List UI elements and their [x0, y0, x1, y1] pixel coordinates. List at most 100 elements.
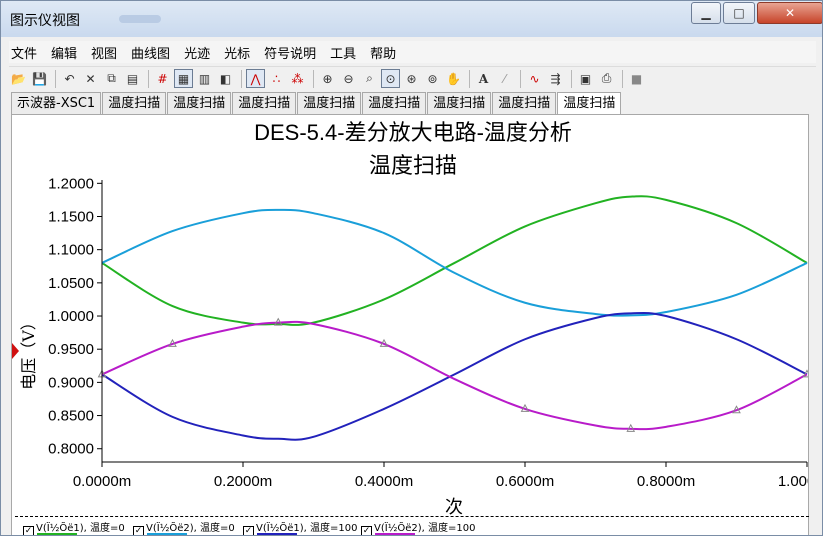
y-tick-label: 0.8500 [48, 408, 94, 425]
legend-checkbox[interactable]: ✓ [133, 526, 144, 536]
tab-temperature-sweep[interactable]: 温度扫描 [362, 92, 427, 114]
grid-icon[interactable]: # [157, 71, 168, 86]
save-icon[interactable]: 💾 [32, 71, 47, 86]
tab-temperature-sweep[interactable]: 温度扫描 [297, 92, 362, 114]
menu-legend[interactable]: 符号说明 [264, 46, 317, 62]
marker-icon[interactable]: ∴ [272, 71, 281, 86]
legend-item[interactable]: ✓ V(Ï½Õë2), 温度=100 [361, 519, 476, 536]
undo-icon[interactable]: ↶ [64, 71, 75, 86]
menu-tools[interactable]: 工具 [330, 46, 357, 62]
y-tick-label: 0.9500 [48, 341, 94, 358]
window-icon[interactable]: ◧ [219, 71, 232, 86]
zoom-area-icon[interactable]: ⌕ [366, 71, 373, 85]
menu-edit[interactable]: 编辑 [51, 46, 78, 62]
series-marker [273, 317, 283, 326]
series-lines [101, 195, 808, 441]
series-markers [97, 317, 808, 432]
stop-icon[interactable]: ■ [630, 71, 643, 86]
tab-temperature-sweep[interactable]: 温度扫描 [492, 92, 557, 114]
legend-checkbox[interactable]: ✓ [361, 526, 372, 536]
x-tick-label: 1.0000m [778, 473, 809, 490]
series-line-3 [101, 311, 808, 441]
annotation-icon[interactable]: ⁄ [503, 71, 506, 86]
text-icon[interactable]: A [478, 71, 489, 86]
y-axis-ticks: 1.2000 1.1500 1.1000 1.0500 1.0000 0.9500 0.90… [48, 175, 102, 458]
y-tick-label: 0.9000 [48, 374, 94, 391]
legend-label: V(Ï½Õë1), 温度=100 [256, 523, 358, 534]
cut-icon[interactable]: ✕ [85, 71, 96, 86]
series-line-1 [101, 195, 808, 326]
zoom-in-icon[interactable]: ⊕ [322, 71, 333, 86]
legend-checkbox[interactable]: ✓ [23, 526, 34, 536]
series-marker [802, 369, 808, 378]
legend-swatch [257, 533, 297, 535]
legend-checkbox[interactable]: ✓ [243, 526, 254, 536]
points-icon[interactable]: ⁂ [291, 71, 304, 86]
toolbar-separator [520, 69, 521, 88]
title-decoration [119, 15, 161, 23]
tab-temperature-sweep[interactable]: 温度扫描 [232, 92, 297, 114]
zoom-fit-icon[interactable]: ⊙ [381, 69, 400, 88]
menu-view[interactable]: 视图 [91, 46, 118, 62]
cursor-icon[interactable]: ⋀ [246, 69, 265, 88]
tab-temperature-sweep[interactable]: 温度扫描 [167, 92, 232, 114]
menu-help[interactable]: 帮助 [370, 46, 397, 62]
trace-icon[interactable]: ∿ [529, 71, 540, 86]
x-tick-label: 0.6000m [496, 473, 554, 490]
series-line-4 [101, 320, 808, 431]
y-tick-label: 0.8000 [48, 441, 94, 458]
legend-label: V(Ï½Õë1), 温度=0 [36, 523, 125, 534]
menu-cursor[interactable]: 光标 [224, 46, 251, 62]
menu-trace[interactable]: 光迹 [184, 46, 211, 62]
legend-item[interactable]: ✓ V(Ï½Õë2), 温度=0 [133, 519, 235, 536]
copy-icon[interactable]: ⧉ [107, 71, 116, 85]
toolbar-separator [55, 69, 56, 88]
y-tick-label: 1.2000 [48, 175, 94, 192]
minimize-button[interactable]: ▁ [691, 2, 721, 24]
plot-area[interactable]: 1.2000 1.1500 1.1000 1.0500 1.0000 0.9500 0.90… [11, 114, 809, 535]
properties-icon[interactable]: ▣ [579, 71, 592, 86]
y-tick-label: 1.0000 [48, 308, 94, 325]
chart-title: DES-5.4-差分放大电路-温度分析 [254, 120, 572, 145]
legend-swatch [147, 533, 187, 535]
paste-icon[interactable]: ▤ [126, 71, 139, 86]
legend-swatch [37, 533, 77, 535]
y-tick-label: 1.1000 [48, 242, 94, 259]
tab-temperature-sweep-active[interactable]: 温度扫描 [557, 92, 622, 115]
menu-bar: 文件 编辑 视图 曲线图 光迹 光标 符号说明 工具 帮助 [9, 41, 816, 63]
x-tick-label: 0.2000m [214, 473, 272, 490]
y-tick-label: 1.0500 [48, 275, 94, 292]
legend-label: V(Ï½Õë2), 温度=100 [374, 523, 476, 534]
toolbar-separator [469, 69, 470, 88]
legend-item[interactable]: ✓ V(Ï½Õë1), 温度=100 [243, 519, 358, 536]
chart-icon[interactable]: ▥ [198, 71, 211, 86]
toolbar-separator [241, 69, 242, 88]
close-button[interactable]: ✕ [757, 2, 822, 24]
print-icon[interactable]: ⎙ [601, 71, 612, 85]
x-tick-label: 0.4000m [355, 473, 413, 490]
pan-hand-icon[interactable]: ✋ [446, 71, 461, 86]
zoom-y-icon[interactable]: ⊚ [427, 71, 438, 86]
open-icon[interactable]: 📂 [11, 71, 26, 86]
maximize-button[interactable]: □ [723, 2, 755, 24]
legend-item[interactable]: ✓ V(Ï½Õë1), 温度=0 [23, 519, 125, 536]
legend-toggle-icon[interactable]: ▦ [174, 69, 193, 88]
toolbar-separator [148, 69, 149, 88]
zoom-out-icon[interactable]: ⊖ [343, 71, 354, 86]
menu-graph[interactable]: 曲线图 [131, 46, 171, 62]
tab-oscilloscope[interactable]: 示波器-XSC1 [11, 92, 102, 114]
tab-temperature-sweep[interactable]: 温度扫描 [102, 92, 167, 114]
tab-temperature-sweep[interactable]: 温度扫描 [427, 92, 492, 114]
zoom-x-icon[interactable]: ⊛ [406, 71, 417, 86]
legend-swatch [375, 533, 415, 535]
toolbar-separator [571, 69, 572, 88]
series-line-2 [101, 208, 808, 317]
toolbar: 📂 💾 ↶ ✕ ⧉ ▤ # ▦ ▥ ◧ ⋀ ∴ ⁂ ⊕ ⊖ ⌕ ⊙ ⊛ ⊚ ✋ … [9, 66, 816, 90]
page-tabs: 示波器-XSC1 温度扫描 温度扫描 温度扫描 温度扫描 温度扫描 温度扫描 温… [11, 92, 622, 115]
legend: ✓ V(Ï½Õë1), 温度=0 ✓ V(Ï½Õë2), 温度=0 ✓ V(Ï½Õë1… [15, 516, 809, 536]
x-axis-ticks: 0.0000m 0.2000m 0.4000m 0.6000m 0.8000m 1.000… [73, 462, 809, 490]
export-icon[interactable]: ⇶ [550, 71, 561, 86]
cursor-marker-icon[interactable] [12, 343, 19, 359]
menu-file[interactable]: 文件 [11, 46, 38, 62]
